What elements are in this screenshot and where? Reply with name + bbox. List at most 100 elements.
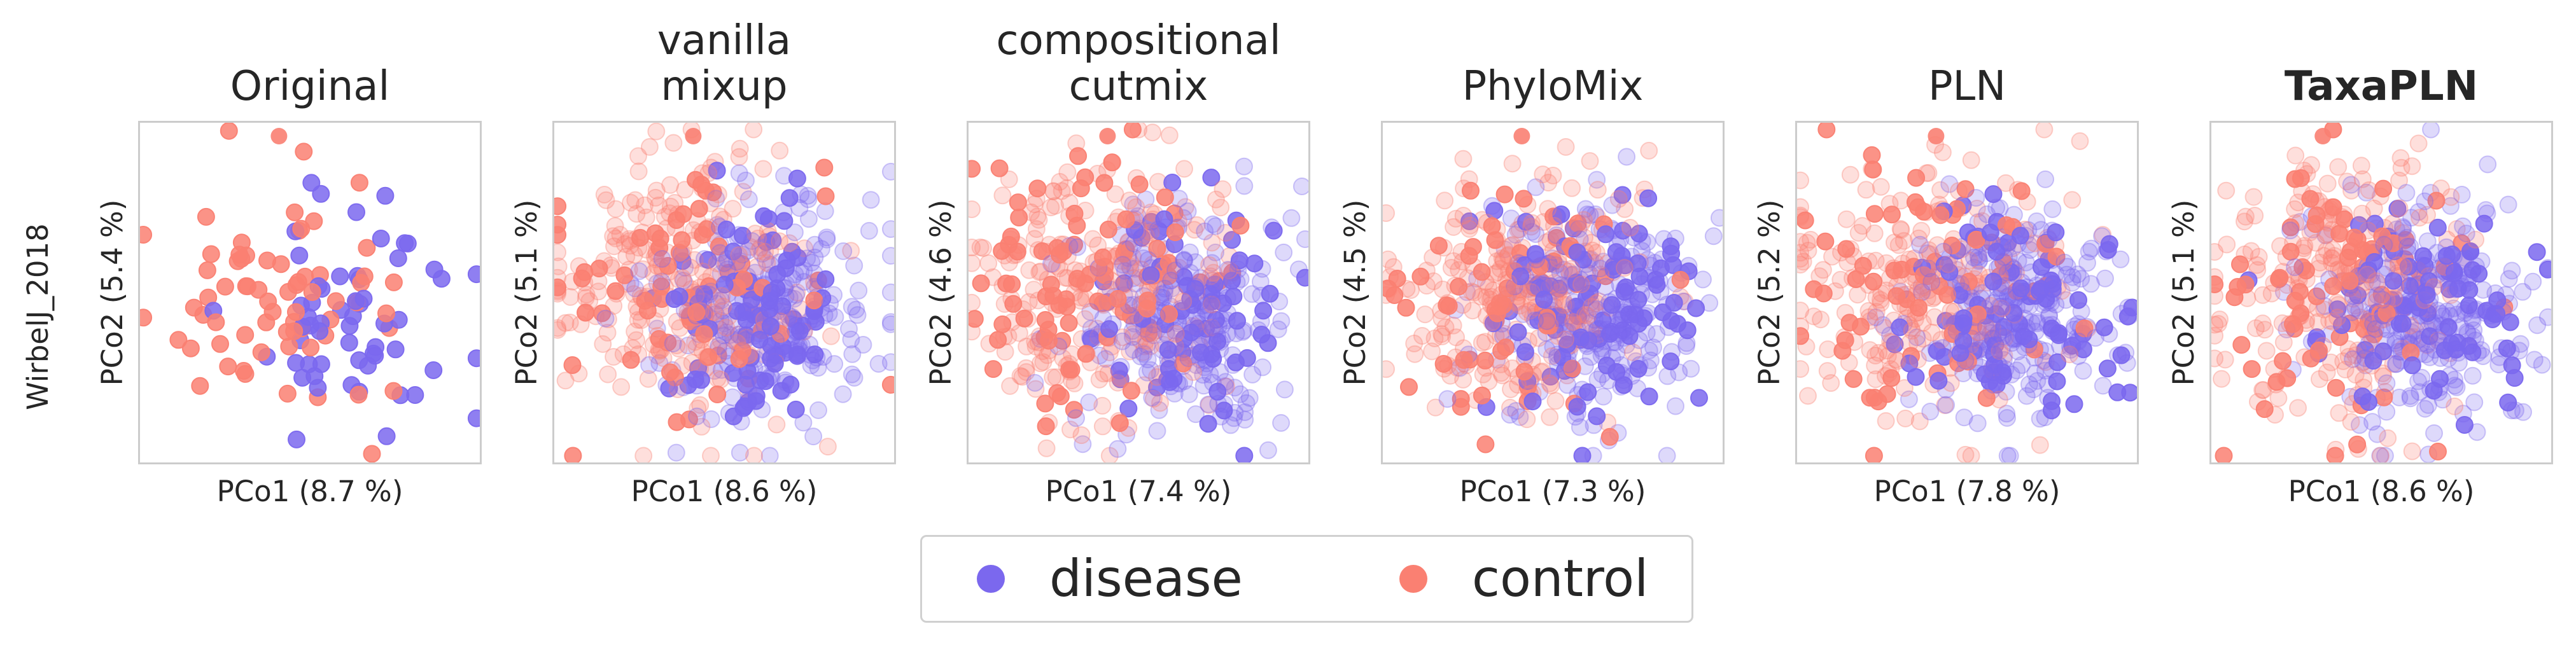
disease-point (2457, 225, 2475, 243)
disease-point (2100, 324, 2118, 343)
control-point (730, 350, 748, 368)
disease-point (2437, 247, 2456, 265)
control-point (1444, 316, 1462, 335)
control-point (1799, 242, 1817, 260)
control-point (235, 362, 253, 380)
control-point (1572, 275, 1590, 294)
disease-point (1527, 178, 1545, 197)
disease-point (764, 231, 782, 249)
control-point (554, 284, 567, 303)
disease-point (1584, 447, 1602, 462)
disease-point (1208, 382, 1227, 401)
x-axis-label-2: PCo1 (8.6 %) (631, 475, 818, 508)
disease-point (747, 392, 765, 410)
control-point (1859, 252, 1878, 270)
control-point (1110, 414, 1129, 433)
disease-point (1597, 225, 1615, 244)
disease-point (721, 326, 739, 344)
disease-point (2100, 235, 2118, 253)
control-point (1099, 128, 1116, 144)
disease-point (1629, 291, 1648, 309)
disease-point (1975, 365, 1994, 384)
control-point (577, 286, 596, 304)
control-point (1797, 302, 1810, 320)
disease-point (1115, 274, 1133, 293)
control-point (2467, 230, 2485, 249)
disease-point (1989, 289, 2007, 308)
control-point (604, 227, 622, 246)
control-point (2324, 277, 2342, 295)
control-point (2442, 188, 2460, 206)
control-point (634, 260, 652, 279)
control-point (1564, 313, 1583, 331)
x-axis-label-5: PCo1 (7.8 %) (1873, 475, 2061, 508)
control-point (1090, 370, 1109, 389)
disease-point (2386, 334, 2405, 352)
disease-point (2418, 232, 2437, 251)
disease-point (1209, 317, 1228, 335)
disease-point (1116, 261, 1134, 280)
control-point (1025, 195, 1044, 214)
control-point (377, 304, 395, 322)
disease-point (708, 162, 726, 180)
disease-point (1982, 324, 2000, 342)
control-point (1849, 224, 1868, 242)
control-point (1991, 342, 2009, 360)
control-point (1870, 343, 1888, 362)
disease-point (1187, 405, 1205, 424)
control-point (2385, 289, 2403, 307)
control-point (1027, 220, 1046, 239)
control-point (601, 256, 620, 275)
control-point (1135, 337, 1154, 356)
control-point (1099, 220, 1117, 239)
control-point (756, 242, 774, 261)
control-point (554, 278, 567, 296)
control-point (2271, 268, 2289, 287)
control-point (295, 142, 313, 161)
control-point (1503, 236, 1522, 254)
control-point (767, 415, 786, 434)
disease-point (389, 249, 407, 267)
disease-point (2410, 330, 2428, 349)
disease-point (2020, 330, 2038, 349)
disease-point (1215, 395, 1233, 413)
disease-point (1646, 254, 1664, 272)
control-point (647, 188, 665, 207)
control-point (1133, 295, 1151, 313)
disease-point (359, 356, 377, 375)
disease-point (1150, 401, 1168, 419)
disease-point (1993, 328, 2012, 346)
control-point (1515, 190, 1533, 208)
disease-point (2366, 320, 2384, 338)
control-point (280, 337, 298, 356)
disease-point (1984, 185, 2003, 204)
control-point (2035, 123, 2054, 139)
disease-point (2453, 186, 2471, 204)
disease-point (847, 300, 865, 319)
disease-point (667, 443, 685, 462)
control-point (699, 348, 718, 366)
control-point (1544, 167, 1562, 184)
disease-point (1261, 284, 1279, 303)
control-point (2242, 242, 2260, 260)
control-point (1009, 193, 1027, 212)
disease-point (1460, 212, 1479, 230)
control-point (2339, 340, 2358, 358)
disease-point (1585, 310, 1604, 329)
control-point (1891, 266, 1910, 284)
disease-point (1207, 243, 1224, 261)
disease-point (1081, 303, 1100, 321)
disease-point (1928, 342, 1946, 360)
disease-point (765, 345, 783, 364)
control-point (1966, 270, 1984, 288)
disease-point (1511, 267, 1530, 286)
disease-point (816, 270, 835, 288)
control-point (1037, 417, 1055, 436)
control-point (1383, 268, 1399, 286)
control-point (694, 262, 712, 281)
control-point (1860, 308, 1879, 326)
control-point (1836, 331, 1854, 349)
disease-point (715, 254, 733, 272)
disease-point (1135, 345, 1153, 363)
disease-point (1996, 360, 2015, 378)
